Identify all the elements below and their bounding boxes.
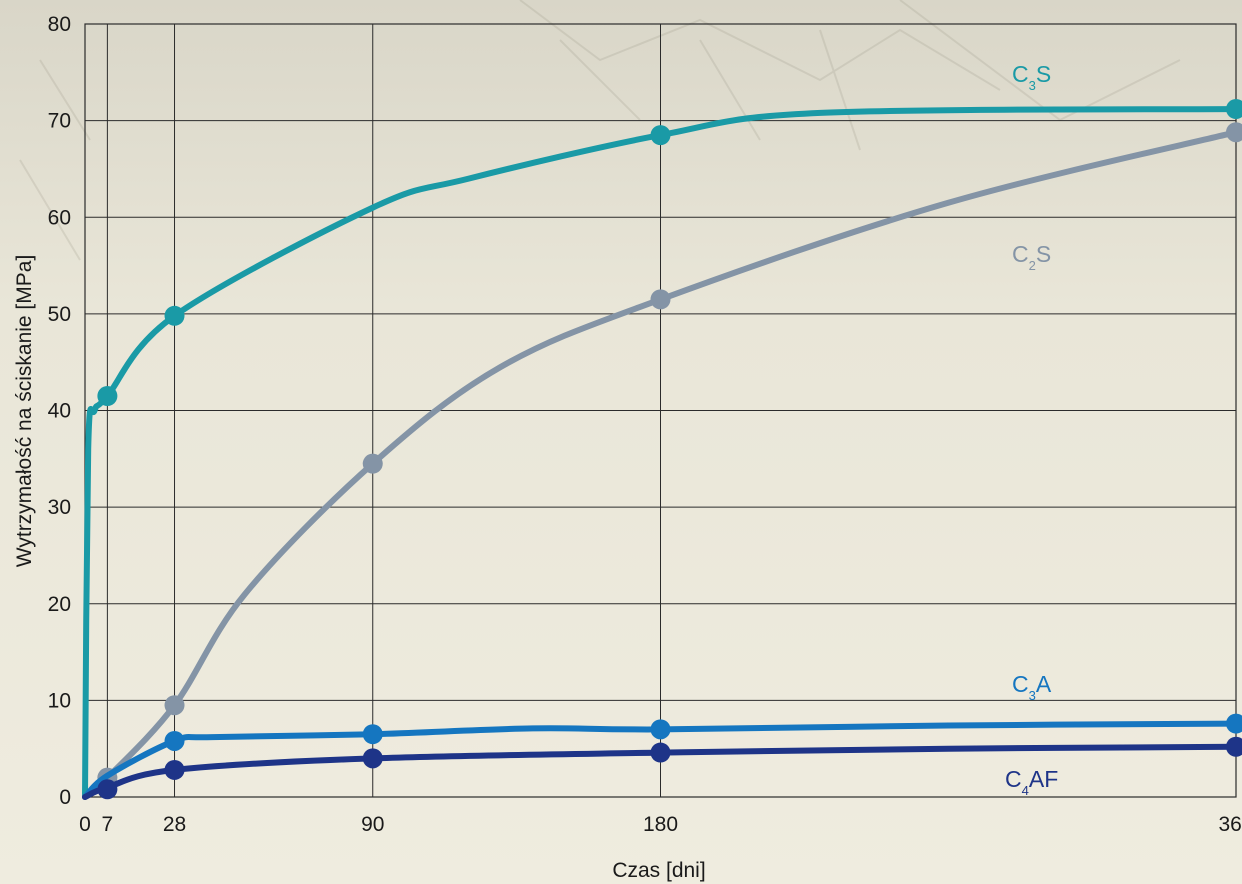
data-point <box>362 453 383 474</box>
plot-frame <box>84 23 1237 798</box>
x-tick-label: 0 <box>79 813 91 836</box>
series-group <box>82 99 1242 800</box>
x-tick-label: 90 <box>361 813 384 836</box>
series-3 <box>82 736 1242 800</box>
x-tick-label: 28 <box>163 813 186 836</box>
series-labels: C3S C2S C3A C4AF <box>1005 61 1058 798</box>
data-point <box>362 748 383 769</box>
y-axis-title: Wytrzymałość na ściskanie [MPa] <box>13 255 36 568</box>
data-point <box>650 125 671 146</box>
series-2 <box>82 713 1242 800</box>
grid <box>84 23 1237 798</box>
data-point <box>362 724 383 745</box>
data-point <box>164 305 185 326</box>
series-label: C4AF <box>1005 766 1058 798</box>
data-point <box>1226 122 1242 143</box>
data-point <box>650 719 671 740</box>
background-texture <box>19 0 1181 261</box>
x-tick-label: 360 <box>1218 813 1242 836</box>
data-point <box>164 695 185 716</box>
data-point <box>164 759 185 780</box>
y-tick-label: 40 <box>48 400 71 423</box>
y-tick-label: 0 <box>59 786 71 809</box>
x-axis-title: Czas [dni] <box>612 859 705 882</box>
x-tick-label: 180 <box>643 813 678 836</box>
data-point <box>97 779 118 800</box>
data-point <box>164 730 185 751</box>
data-point <box>1226 736 1242 757</box>
y-tick-label: 20 <box>48 593 71 616</box>
data-point <box>1226 99 1242 120</box>
y-tick-label: 80 <box>48 13 71 36</box>
y-tick-label: 70 <box>48 110 71 133</box>
axes: 01020304050607080072890180360 <box>48 13 1242 836</box>
series-label: C2S <box>1012 241 1051 273</box>
y-tick-label: 60 <box>48 206 71 229</box>
data-point <box>1226 713 1242 734</box>
x-tick-label: 7 <box>102 813 114 836</box>
data-point <box>97 386 118 407</box>
y-tick-label: 30 <box>48 496 71 519</box>
series-label: C3S <box>1012 61 1051 93</box>
y-tick-label: 10 <box>48 689 71 712</box>
series-line <box>82 743 1239 800</box>
series-label: C3A <box>1012 671 1052 703</box>
data-point <box>650 742 671 763</box>
series-line <box>82 106 1239 800</box>
data-point <box>650 289 671 310</box>
y-tick-label: 50 <box>48 303 71 326</box>
series-0 <box>82 99 1242 800</box>
